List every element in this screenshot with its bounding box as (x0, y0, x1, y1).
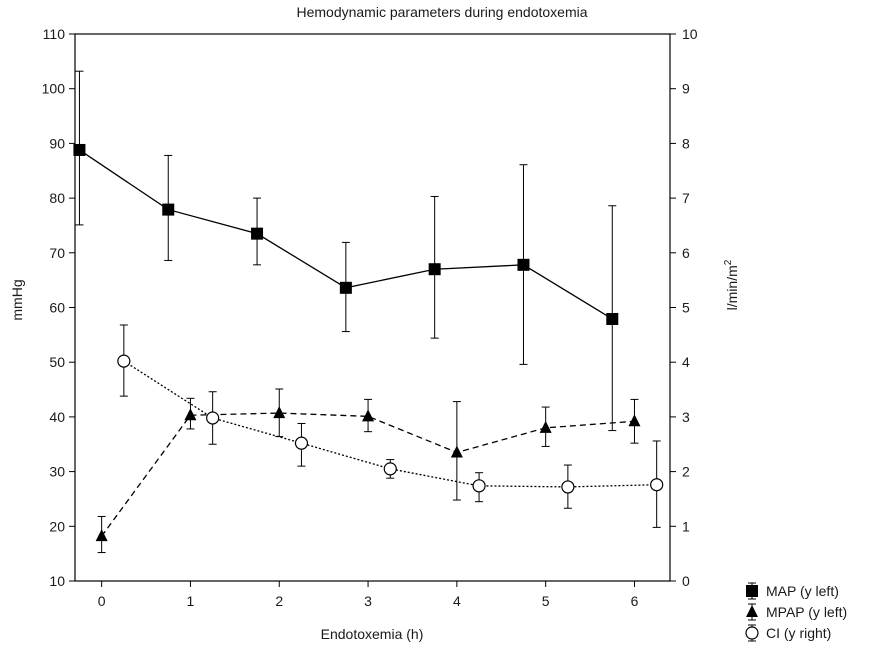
series-ci-point (650, 478, 664, 492)
plot-frame (74, 33, 671, 582)
y-right-axis-ticks: 0 1 2 3 4 5 6 7 8 9 10 (670, 26, 698, 589)
series-map (73, 70, 619, 432)
y-left-tick-label: 40 (49, 409, 65, 425)
series-mpap-point (450, 445, 463, 458)
x-tick-label: 5 (542, 593, 550, 609)
x-tick-label: 4 (453, 593, 461, 609)
series-mpap-point (362, 409, 375, 422)
series-mpap-point (95, 529, 108, 542)
x-tick-label: 6 (631, 593, 639, 609)
y-right-tick-label: 4 (682, 354, 690, 370)
y-right-tick-label: 9 (682, 81, 690, 97)
y-left-axis-ticks: 10 20 30 40 50 60 70 80 90 100 110 (42, 26, 75, 589)
x-tick-label: 2 (275, 593, 283, 609)
y-right-tick-label: 5 (682, 300, 690, 316)
legend-mpap-marker (746, 605, 758, 617)
y-right-tick-label: 10 (682, 26, 698, 42)
legend-item-ci: CI (y right) (745, 624, 831, 642)
series-ci-point (206, 411, 220, 425)
y-right-tick-label: 8 (682, 135, 690, 151)
series-map-point (428, 263, 441, 276)
y-left-tick-label: 50 (49, 354, 65, 370)
legend-item-mpap: MPAP (y left) (746, 603, 847, 621)
y-left-axis-label: mmHg (9, 279, 25, 320)
y-left-tick-label: 20 (49, 518, 65, 534)
y-right-tick-label: 3 (682, 409, 690, 425)
x-tick-label: 3 (364, 593, 372, 609)
series-map-point (162, 203, 175, 216)
series-mpap-point (184, 408, 197, 421)
series-map-point (251, 227, 264, 240)
legend-map-label: MAP (y left) (766, 583, 839, 599)
legend-ci-marker (745, 626, 759, 640)
y-left-tick-label: 10 (49, 573, 65, 589)
series-map-point (339, 281, 352, 294)
series-ci-point (561, 480, 575, 494)
series-ci-point (383, 462, 397, 476)
series-layer (73, 70, 664, 554)
legend-item-map: MAP (y left) (746, 582, 839, 600)
y-right-tick-label: 2 (682, 464, 690, 480)
y-right-axis-label-superscript: 2 (723, 259, 734, 265)
y-right-tick-label: 6 (682, 245, 690, 261)
y-left-tick-label: 70 (49, 245, 65, 261)
x-axis-ticks: 0 1 2 3 4 5 6 (98, 581, 639, 609)
y-right-tick-label: 1 (682, 518, 690, 534)
series-ci-point (294, 436, 309, 450)
legend-ci-label: CI (y right) (766, 625, 831, 641)
series-map-point (517, 258, 530, 271)
y-right-tick-label: 0 (682, 573, 690, 589)
series-mpap-point (539, 420, 552, 433)
series-ci (117, 324, 664, 528)
series-mpap (95, 388, 641, 554)
series-map-point (606, 312, 619, 325)
y-left-tick-label: 90 (49, 135, 65, 151)
y-right-axis-label: l/min/m2 (723, 259, 740, 310)
y-left-tick-label: 80 (49, 190, 65, 206)
x-tick-label: 1 (187, 593, 195, 609)
series-ci-point (472, 479, 486, 493)
series-ci-point (117, 354, 131, 368)
y-left-tick-label: 110 (43, 26, 66, 42)
y-left-tick-label: 100 (42, 81, 66, 97)
series-mpap-point (628, 414, 641, 427)
chart-title: Hemodynamic parameters during endotoxemi… (296, 4, 587, 20)
y-right-tick-label: 7 (682, 190, 690, 206)
x-tick-label: 0 (98, 593, 106, 609)
series-map-point (73, 143, 86, 156)
y-right-axis-label-base: l/min/m (724, 265, 740, 310)
legend-map-marker (746, 585, 758, 597)
x-axis-label: Endotoxemia (h) (321, 626, 424, 642)
series-mpap-point (273, 406, 286, 419)
y-left-tick-label: 30 (49, 464, 65, 480)
legend: MAP (y left) MPAP (y left) CI (y right) (745, 582, 847, 642)
y-left-tick-label: 60 (49, 300, 65, 316)
legend-mpap-label: MPAP (y left) (766, 604, 847, 620)
